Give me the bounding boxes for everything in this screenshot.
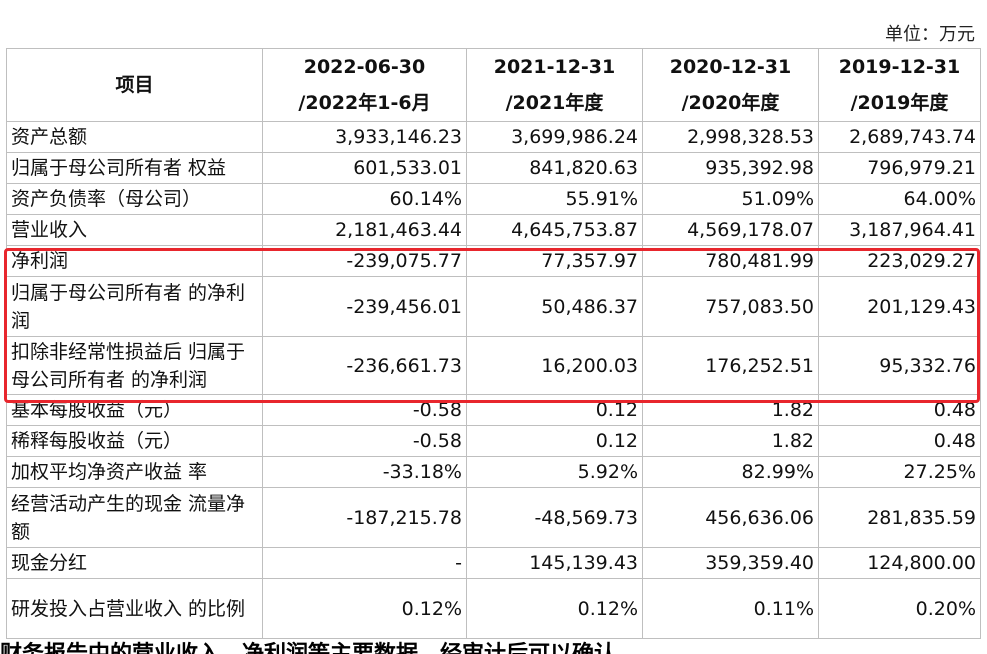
table-row: 研发投入占营业收入 的比例 0.12% 0.12% 0.11% 0.20% xyxy=(6,578,981,639)
row-value: 95,332.76 xyxy=(818,336,981,395)
row-value: 16,200.03 xyxy=(466,336,643,395)
header-col-2019: 2019-12-31 /2019年度 xyxy=(818,48,981,122)
header-date: 2021-12-31 xyxy=(493,56,616,78)
row-value: 64.00% xyxy=(818,183,981,215)
row-value: 0.12 xyxy=(466,394,643,426)
table-row: 现金分红 -145,139.43 359,359.40 124,800.00 xyxy=(6,547,981,579)
row-value: 51.09% xyxy=(642,183,819,215)
row-value: 1.82 xyxy=(642,425,819,457)
row-value: 4,569,178.07 xyxy=(642,214,819,246)
row-label: 加权平均净资产收益 率 xyxy=(6,456,263,488)
row-value: 77,357.97 xyxy=(466,245,643,277)
financial-table: 项目 2022-06-30 /2022年1-6月 2021-12-31 /202… xyxy=(6,48,981,639)
row-value: 176,252.51 xyxy=(642,336,819,395)
row-label: 资产负债率（母公司） xyxy=(6,183,263,215)
header-item: 项目 xyxy=(6,48,263,122)
row-value: 359,359.40 xyxy=(642,547,819,579)
table-row: 归属于母公司所有者 的净利润 -239,456.01 50,486.37 757,08… xyxy=(6,276,981,337)
header-row: 项目 2022-06-30 /2022年1-6月 2021-12-31 /202… xyxy=(6,48,981,122)
row-value: -0.58 xyxy=(262,394,467,426)
row-value: 124,800.00 xyxy=(818,547,981,579)
row-value: 201,129.43 xyxy=(818,276,981,337)
row-value: 935,392.98 xyxy=(642,152,819,184)
header-col-2021: 2021-12-31 /2021年度 xyxy=(466,48,643,122)
table-body: 资产总额 3,933,146.23 3,699,986.24 2,998,328.53… xyxy=(6,121,981,639)
header-period: /2022年1-6月 xyxy=(298,92,431,114)
row-value: 780,481.99 xyxy=(642,245,819,277)
table-row: 扣除非经常性损益后 归属于母公司所有者 的净利润 -236,661.73 16,20… xyxy=(6,336,981,395)
row-value: -187,215.78 xyxy=(262,487,467,548)
row-value: 2,998,328.53 xyxy=(642,121,819,153)
cut-off-caption: 财务报告中的营业收入、净利润等主要数据，经审计后可以确认 xyxy=(0,640,987,654)
row-value: -239,075.77 xyxy=(262,245,467,277)
row-label: 扣除非经常性损益后 归属于母公司所有者 的净利润 xyxy=(6,336,263,395)
row-label: 基本每股收益（元） xyxy=(6,394,263,426)
row-value: -0.58 xyxy=(262,425,467,457)
row-value: 4,645,753.87 xyxy=(466,214,643,246)
row-value: 223,029.27 xyxy=(818,245,981,277)
row-label: 现金分红 xyxy=(6,547,263,579)
row-value: 601,533.01 xyxy=(262,152,467,184)
row-value: 0.20% xyxy=(818,578,981,639)
row-label: 研发投入占营业收入 的比例 xyxy=(6,578,263,639)
table-row: 稀释每股收益（元） -0.58 0.12 1.82 0.48 xyxy=(6,425,981,457)
row-value: 3,187,964.41 xyxy=(818,214,981,246)
row-value: -236,661.73 xyxy=(262,336,467,395)
row-value: 5.92% xyxy=(466,456,643,488)
table-row: 资产总额 3,933,146.23 3,699,986.24 2,998,328.53… xyxy=(6,121,981,153)
row-value: 55.91% xyxy=(466,183,643,215)
row-value: 1.82 xyxy=(642,394,819,426)
row-value: -239,456.01 xyxy=(262,276,467,337)
row-value: 0.11% xyxy=(642,578,819,639)
row-value: 3,933,146.23 xyxy=(262,121,467,153)
row-value: 2,181,463.44 xyxy=(262,214,467,246)
row-value: 0.48 xyxy=(818,394,981,426)
header-date: 2020-12-31 xyxy=(669,56,792,78)
row-value: 796,979.21 xyxy=(818,152,981,184)
row-value: 3,699,986.24 xyxy=(466,121,643,153)
table-row: 营业收入 2,181,463.44 4,645,753.87 4,569,178.07… xyxy=(6,214,981,246)
table-row: 资产负债率（母公司） 60.14% 55.91% 51.09% 64.00% xyxy=(6,183,981,215)
table-row: 归属于母公司所有者 权益 601,533.01 841,820.63 935,392.… xyxy=(6,152,981,184)
row-value: 281,835.59 xyxy=(818,487,981,548)
row-value: 2,689,743.74 xyxy=(818,121,981,153)
row-label: 稀释每股收益（元） xyxy=(6,425,263,457)
row-label: 营业收入 xyxy=(6,214,263,246)
header-date: 2022-06-30 xyxy=(303,56,426,78)
header-period: /2019年度 xyxy=(850,92,949,114)
row-value: 0.12% xyxy=(262,578,467,639)
row-value: 841,820.63 xyxy=(466,152,643,184)
row-label: 资产总额 xyxy=(6,121,263,153)
row-value: 50,486.37 xyxy=(466,276,643,337)
row-value: 60.14% xyxy=(262,183,467,215)
header-col-2022: 2022-06-30 /2022年1-6月 xyxy=(262,48,467,122)
header-period: /2020年度 xyxy=(681,92,780,114)
header-period: /2021年度 xyxy=(505,92,604,114)
row-label: 经营活动产生的现金 流量净额 xyxy=(6,487,263,548)
row-value: 0.12% xyxy=(466,578,643,639)
row-value: 757,083.50 xyxy=(642,276,819,337)
row-value: - xyxy=(262,547,467,579)
table-row: 加权平均净资产收益 率 -33.18% 5.92% 82.99% 27.25% xyxy=(6,456,981,488)
table-row: 经营活动产生的现金 流量净额 -187,215.78 -48,569.73 456,6… xyxy=(6,487,981,548)
row-label: 归属于母公司所有者 的净利润 xyxy=(6,276,263,337)
row-value: 82.99% xyxy=(642,456,819,488)
row-value: 0.12 xyxy=(466,425,643,457)
table-row: 基本每股收益（元） -0.58 0.12 1.82 0.48 xyxy=(6,394,981,426)
row-value: -33.18% xyxy=(262,456,467,488)
row-value: 27.25% xyxy=(818,456,981,488)
row-value: 145,139.43 xyxy=(466,547,643,579)
row-label: 净利润 xyxy=(6,245,263,277)
table-row: 净利润 -239,075.77 77,357.97 780,481.99 223,029… xyxy=(6,245,981,277)
header-col-2020: 2020-12-31 /2020年度 xyxy=(642,48,819,122)
header-date: 2019-12-31 xyxy=(838,56,961,78)
row-value: 456,636.06 xyxy=(642,487,819,548)
row-label: 归属于母公司所有者 权益 xyxy=(6,152,263,184)
row-value: -48,569.73 xyxy=(466,487,643,548)
unit-label: 单位：万元 xyxy=(885,24,975,45)
row-value: 0.48 xyxy=(818,425,981,457)
